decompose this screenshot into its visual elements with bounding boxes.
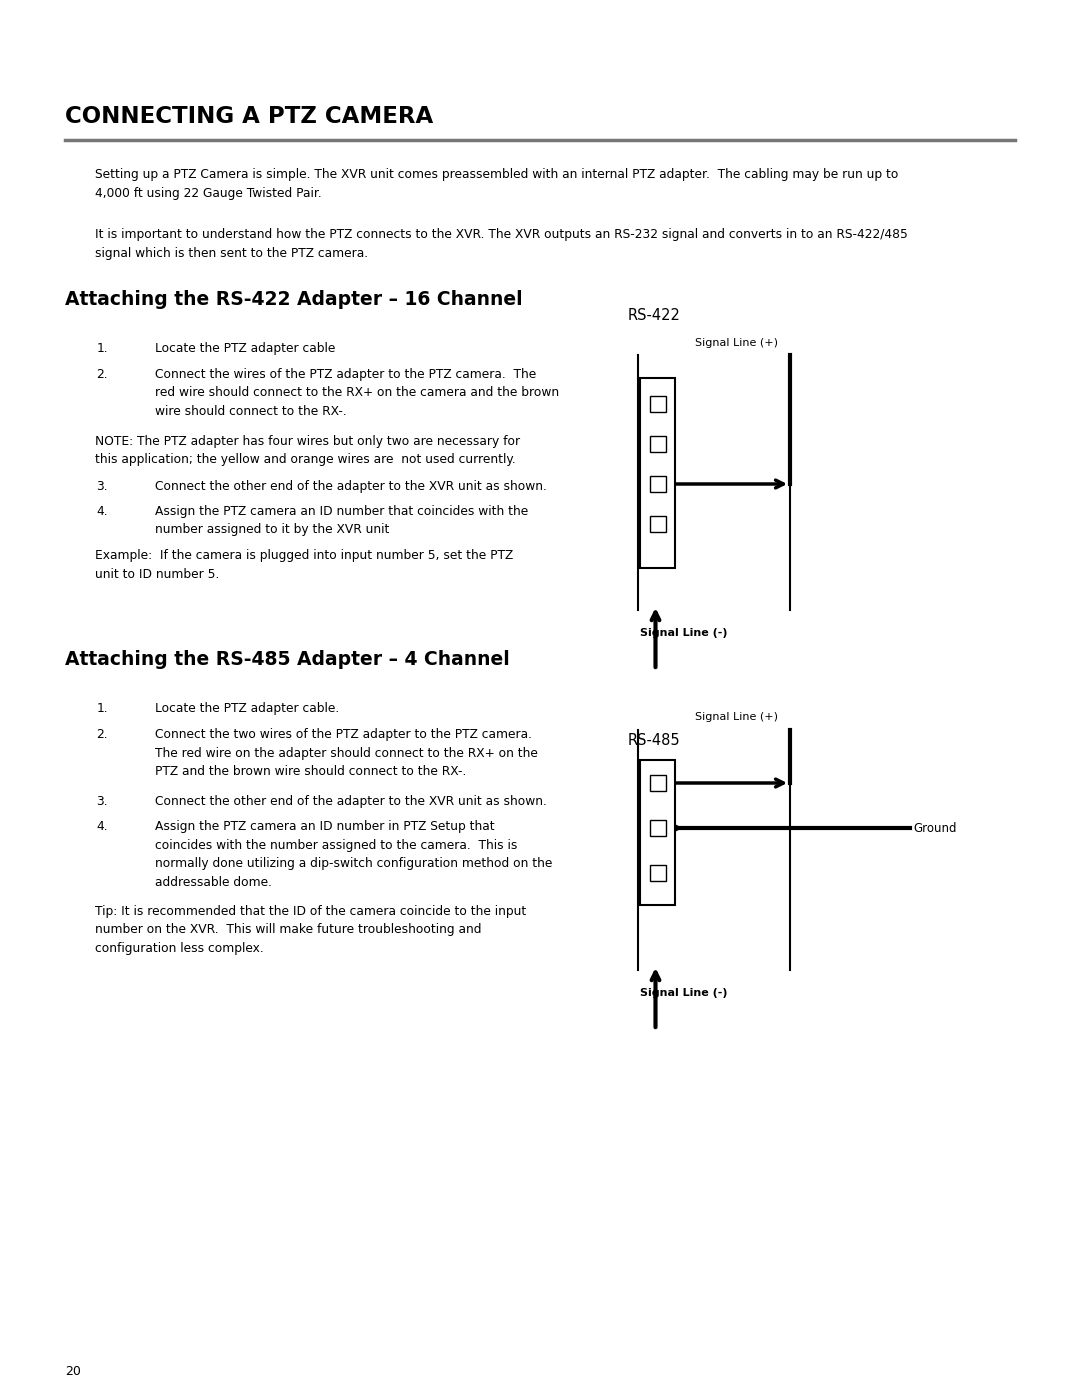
Text: Example:  If the camera is plugged into input number 5, set the PTZ
unit to ID n: Example: If the camera is plugged into i… bbox=[95, 549, 513, 581]
Text: 2.: 2. bbox=[96, 367, 108, 381]
Bar bbox=[649, 775, 665, 791]
Text: Signal Line (+): Signal Line (+) bbox=[696, 712, 778, 722]
Text: Assign the PTZ camera an ID number that coincides with the
number assigned to it: Assign the PTZ camera an ID number that … bbox=[156, 504, 528, 536]
Bar bbox=[640, 379, 675, 569]
Bar bbox=[649, 515, 665, 532]
Text: Signal Line (+): Signal Line (+) bbox=[696, 338, 778, 348]
Text: Signal Line (-): Signal Line (-) bbox=[640, 629, 728, 638]
Text: 1.: 1. bbox=[96, 703, 108, 715]
Text: Locate the PTZ adapter cable.: Locate the PTZ adapter cable. bbox=[156, 703, 339, 715]
Text: Connect the other end of the adapter to the XVR unit as shown.: Connect the other end of the adapter to … bbox=[156, 481, 546, 493]
Text: 20: 20 bbox=[65, 1365, 81, 1377]
Text: 3.: 3. bbox=[96, 481, 108, 493]
Text: 2.: 2. bbox=[96, 728, 108, 740]
Text: Locate the PTZ adapter cable: Locate the PTZ adapter cable bbox=[156, 342, 336, 355]
Text: 4.: 4. bbox=[96, 504, 108, 518]
Text: 3.: 3. bbox=[96, 795, 108, 807]
Bar bbox=[640, 760, 675, 905]
Text: Attaching the RS-422 Adapter – 16 Channel: Attaching the RS-422 Adapter – 16 Channe… bbox=[65, 291, 523, 309]
Text: Signal Line (-): Signal Line (-) bbox=[640, 988, 728, 997]
Text: Connect the two wires of the PTZ adapter to the PTZ camera.
The red wire on the : Connect the two wires of the PTZ adapter… bbox=[156, 728, 538, 778]
Bar bbox=[649, 865, 665, 882]
Text: Setting up a PTZ Camera is simple. The XVR unit comes preassembled with an inter: Setting up a PTZ Camera is simple. The X… bbox=[95, 168, 899, 200]
Text: Tip: It is recommended that the ID of the camera coincide to the input
number on: Tip: It is recommended that the ID of th… bbox=[95, 905, 526, 956]
Text: Assign the PTZ camera an ID number in PTZ Setup that
coincides with the number a: Assign the PTZ camera an ID number in PT… bbox=[156, 820, 552, 888]
Text: Connect the wires of the PTZ adapter to the PTZ camera.  The
red wire should con: Connect the wires of the PTZ adapter to … bbox=[156, 367, 559, 418]
Text: Ground: Ground bbox=[913, 821, 957, 834]
Text: It is important to understand how the PTZ connects to the XVR. The XVR outputs a: It is important to understand how the PT… bbox=[95, 228, 908, 260]
Text: CONNECTING A PTZ CAMERA: CONNECTING A PTZ CAMERA bbox=[65, 105, 433, 129]
Bar bbox=[649, 395, 665, 412]
Text: Connect the other end of the adapter to the XVR unit as shown.: Connect the other end of the adapter to … bbox=[156, 795, 546, 807]
Bar bbox=[649, 436, 665, 453]
Text: NOTE: The PTZ adapter has four wires but only two are necessary for
this applica: NOTE: The PTZ adapter has four wires but… bbox=[95, 434, 521, 467]
Bar bbox=[649, 476, 665, 492]
Text: RS-485: RS-485 bbox=[627, 733, 680, 747]
Text: RS-422: RS-422 bbox=[627, 307, 680, 323]
Text: 1.: 1. bbox=[96, 342, 108, 355]
Text: Attaching the RS-485 Adapter – 4 Channel: Attaching the RS-485 Adapter – 4 Channel bbox=[65, 650, 510, 669]
Bar bbox=[649, 820, 665, 835]
Text: 4.: 4. bbox=[96, 820, 108, 833]
